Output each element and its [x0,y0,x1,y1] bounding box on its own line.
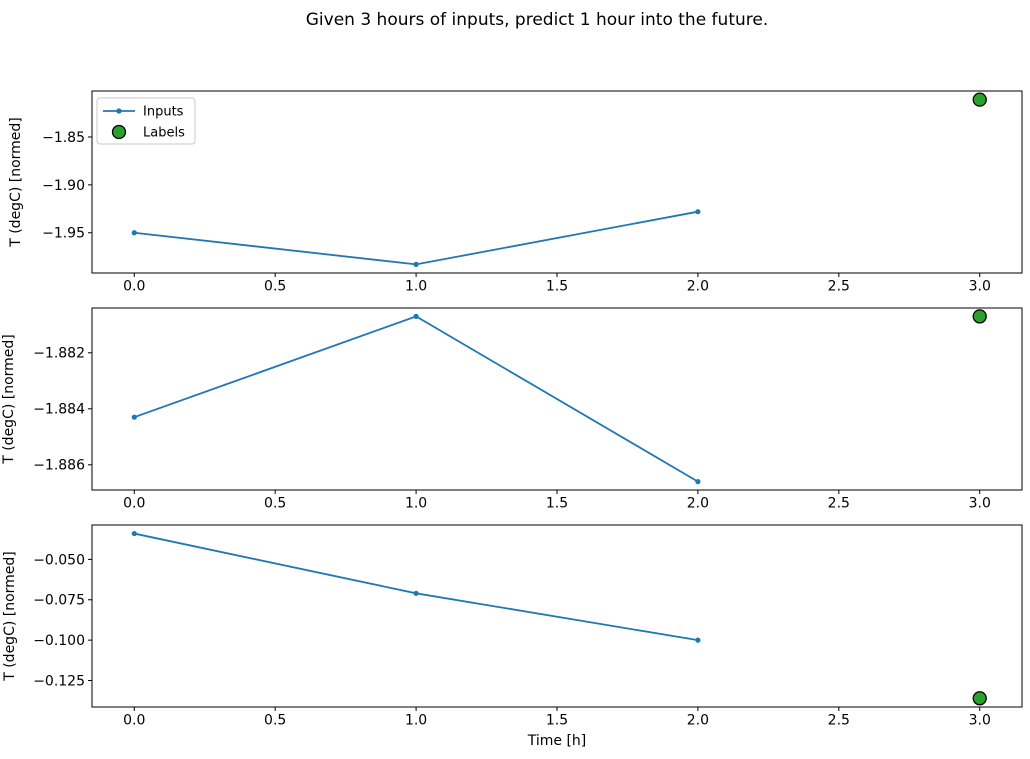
y-tick-label: −0.075 [33,593,85,609]
y-axis-label: T (degC) [normed] [8,117,24,248]
subplot-3: 0.0 0.5 1.0 1.5 2.0 2.5 3.0−0.050−0.075−0.100−… [2,524,1023,749]
figure-title: Given 3 hours of inputs, predict 1 hour … [305,10,769,30]
inputs-series [131,313,701,485]
x-tick-label: 1.0 [405,713,427,729]
x-tick-label: 0.5 [264,279,286,295]
x-tick-label: 2.0 [687,279,709,295]
y-axis: −1.85 −1.90 −1.95 [42,130,92,242]
inputs-marker [131,530,137,537]
legend-labels-marker [111,124,127,140]
y-tick-label: −1.884 [33,402,85,418]
x-axis: 0.0 0.5 1.0 1.5 2.0 2.5 3.0 [123,490,991,512]
y-tick-label: −0.050 [33,552,85,568]
x-tick-label: 2.0 [687,713,709,729]
x-tick-label: 0.5 [264,713,286,729]
x-tick-label: 3.0 [969,713,991,729]
y-axis: −0.050 −0.075 −0.100 −0.125 [33,552,92,689]
y-axis-label: T (degC) [normed] [2,551,18,682]
axes-frame [91,90,1023,274]
x-tick-label: 2.5 [828,496,850,512]
x-tick-label: 0.0 [123,279,145,295]
x-tick-label: 2.0 [687,496,709,512]
x-tick-label: 1.0 [405,496,427,512]
inputs-marker [413,590,419,596]
y-tick-label: −0.125 [33,673,85,689]
x-tick-label: 3.0 [969,279,991,295]
y-tick-label: −1.85 [42,130,85,146]
x-tick-label: 2.5 [828,713,850,729]
y-axis: −1.882 −1.884 −1.886 [33,346,92,474]
subplot-2: 0.0 0.5 1.0 1.5 2.0 2.5 3.0 −1.882 −1.884 −1.886 T… [1,307,1023,512]
x-tick-label: 2.5 [828,279,850,295]
legend-inputs-label: Inputs [143,105,184,120]
x-tick-label: 3.0 [969,496,991,512]
inputs-series [131,209,701,267]
inputs-marker [695,637,701,643]
y-tick-label: −1.90 [42,178,85,194]
inputs-line [133,315,699,483]
x-tick-label: 1.0 [405,279,427,295]
x-tick-label: 0.0 [123,496,145,512]
x-tick-label: 0.0 [123,713,145,729]
x-axis: 0.0 0.5 1.0 1.5 2.0 2.5 3.0 [123,273,991,295]
legend: Inputs Labels [96,97,196,145]
y-tick-label: −0.100 [33,633,85,649]
inputs-marker [695,209,701,215]
x-axis: 0.0 0.5 1.0 1.5 2.0 2.5 3.0 [123,707,991,729]
inputs-marker [413,261,419,267]
y-axis-label: T (degC) [normed] [1,334,17,465]
x-tick-label: 1.5 [546,279,568,295]
legend-labels-label: Labels [143,126,185,141]
x-tick-label: 0.5 [264,496,286,512]
labels-point [972,691,987,706]
y-tick-label: −1.95 [42,226,85,242]
inputs-marker [413,313,419,319]
inputs-series [131,530,701,643]
x-tick-label: 1.5 [546,713,568,729]
subplot-1: 0.0 0.5 1.0 1.5 2.0 2.5 3.0 −1.85 −1.90 −1.95 T (d… [8,90,1023,295]
inputs-line [133,210,699,266]
legend-inputs-marker [116,108,122,114]
inputs-marker [131,414,137,420]
y-tick-label: −1.886 [33,458,85,474]
x-axis-label: Time [h] [527,733,587,749]
labels-point [972,92,987,107]
inputs-marker [131,230,137,236]
y-tick-label: −1.882 [33,346,85,362]
inputs-line [133,532,699,642]
x-tick-label: 1.5 [546,496,568,512]
labels-point [972,309,987,324]
inputs-marker [695,479,701,485]
